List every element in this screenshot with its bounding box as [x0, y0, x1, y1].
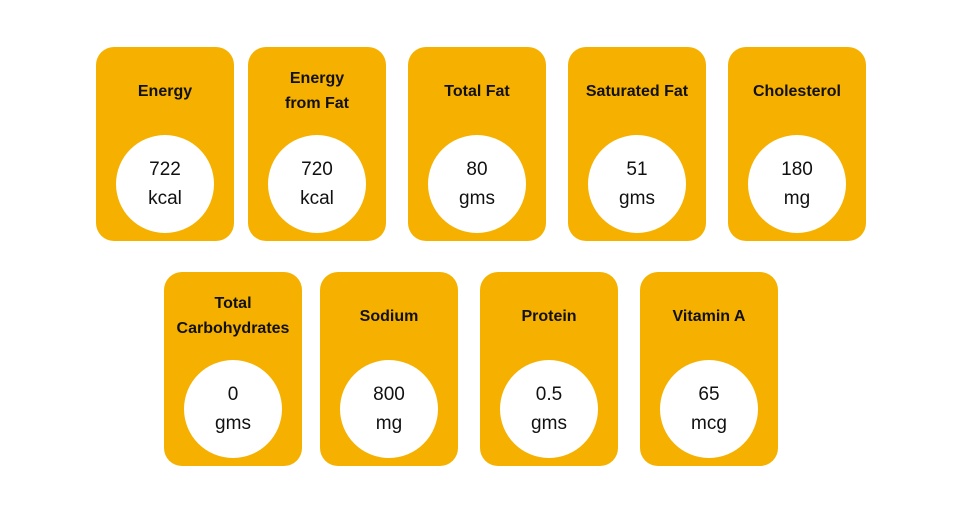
value-circle: 65 mcg [660, 360, 758, 458]
nutrient-unit: gms [531, 413, 567, 434]
nutrient-name: Energy from Fat [285, 70, 349, 112]
nutrient-value: 65 [698, 384, 720, 405]
nutrient-name: Sodium [359, 307, 419, 325]
value-circle: 51 gms [588, 135, 686, 233]
nutrient-card: Vitamin A 65 mcg [640, 272, 778, 466]
nutrient-unit: kcal [300, 188, 334, 209]
nutrient-value: 0 [227, 384, 239, 405]
nutrient-name: Total Fat [444, 82, 510, 100]
nutrient-name: Saturated Fat [585, 82, 689, 100]
nutrient-label: Protein [484, 290, 614, 342]
nutrient-label: Energy from Fat [252, 65, 382, 117]
nutrient-label: Saturated Fat [572, 65, 702, 117]
nutrient-unit: gms [619, 188, 655, 209]
nutrient-label: Sodium [324, 290, 454, 342]
nutrient-unit: gms [215, 413, 251, 434]
nutrient-name: Cholesterol [752, 82, 841, 100]
value-circle: 722 kcal [116, 135, 214, 233]
nutrient-value: 80 [466, 159, 488, 180]
nutrient-name: Vitamin A [672, 307, 746, 325]
nutrient-label: Energy [100, 65, 230, 117]
value-circle: 800 mg [340, 360, 438, 458]
nutrient-card: Sodium 800 mg [320, 272, 458, 466]
nutrient-label: Total Carbohydrates [168, 290, 298, 342]
value-circle: 0 gms [184, 360, 282, 458]
nutrient-value: 722 [149, 159, 181, 180]
nutrient-card: Saturated Fat 51 gms [568, 47, 706, 241]
nutrient-card: Cholesterol 180 mg [728, 47, 866, 241]
nutrient-unit: mcg [691, 413, 727, 434]
value-circle: 80 gms [428, 135, 526, 233]
nutrient-label: Vitamin A [644, 290, 774, 342]
nutrient-name: Total Carbohydrates [176, 295, 290, 337]
nutrient-value: 0.5 [535, 384, 563, 405]
nutrient-unit: kcal [148, 188, 182, 209]
nutrient-value: 720 [301, 159, 333, 180]
nutrient-label: Total Fat [412, 65, 542, 117]
nutrient-card: Energy 722 kcal [96, 47, 234, 241]
value-circle: 180 mg [748, 135, 846, 233]
nutrient-card: Total Carbohydrates 0 gms [164, 272, 302, 466]
nutrient-name: Energy [137, 82, 193, 100]
nutrient-card: Protein 0.5 gms [480, 272, 618, 466]
nutrient-value: 800 [373, 384, 405, 405]
nutrient-value: 180 [781, 159, 813, 180]
nutrient-label: Cholesterol [732, 65, 862, 117]
nutrient-unit: mg [375, 413, 403, 434]
value-circle: 0.5 gms [500, 360, 598, 458]
nutrient-value: 51 [626, 159, 648, 180]
nutrient-card: Total Fat 80 gms [408, 47, 546, 241]
nutrient-unit: gms [459, 188, 495, 209]
nutrient-card: Energy from Fat 720 kcal [248, 47, 386, 241]
value-circle: 720 kcal [268, 135, 366, 233]
nutrient-name: Protein [521, 307, 577, 325]
nutrient-unit: mg [783, 188, 811, 209]
